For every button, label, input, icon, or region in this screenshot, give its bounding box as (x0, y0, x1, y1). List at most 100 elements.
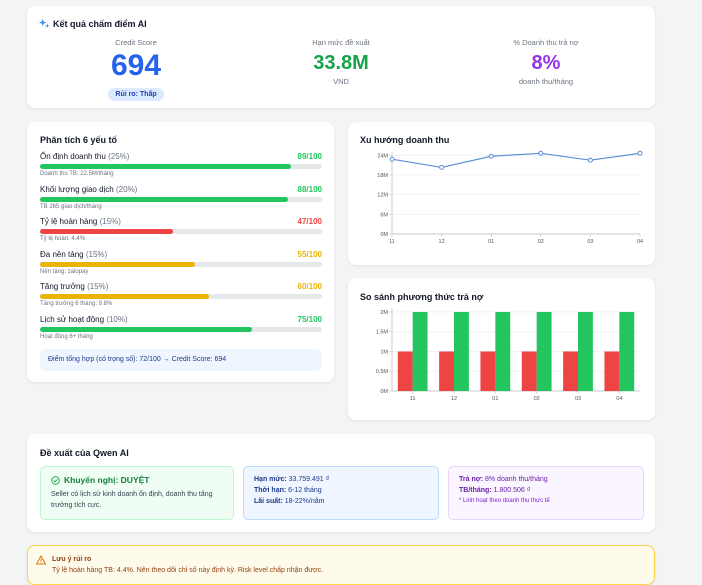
factor-score: 89/100 (297, 152, 322, 161)
y-tick-label: 12M (377, 193, 388, 199)
y-tick-label: 24M (377, 153, 388, 159)
card-title: Phân tích 6 yếu tố (40, 135, 118, 145)
risk-pill: Rủi ro: Thấp (108, 88, 164, 101)
factor-bar (40, 326, 252, 332)
point (439, 164, 445, 170)
factor-bar (40, 196, 289, 202)
point (488, 153, 494, 159)
warning-title: Lưu ý rủi ro (52, 556, 92, 563)
term-label: Hạn mức: (254, 476, 287, 483)
x-tick-label: 12 (439, 239, 445, 245)
factor-detail: Hoạt động 6+ tháng (40, 333, 93, 340)
term-value: 8% doanh thu/tháng (485, 476, 548, 483)
x-tick-label: 01 (488, 239, 494, 245)
bar (454, 311, 469, 391)
factor-track (40, 261, 322, 267)
term-value: 18-22%/năm (284, 497, 325, 505)
sparkle-icon (39, 18, 50, 29)
factor-track (40, 229, 322, 234)
metric: Hạn mức đề xuất 33.8M VND (241, 38, 441, 86)
factor-score: 88/100 (297, 184, 322, 194)
term-value: 6-12 tháng (288, 486, 322, 494)
chart: 0M 0.5M 1M 1.5M 2M 11 12 01 02 03 04 (376, 308, 640, 402)
term-row: TB/tháng: 1.800.506 ₫ (459, 486, 633, 497)
factor-detail: Tỷ lệ hoàn: 4.4% (40, 236, 86, 242)
y-tick-label: 1.5M (376, 330, 389, 336)
term-label: Lãi suất: (254, 497, 283, 505)
factor-name: Tăng trưởng (40, 282, 85, 291)
factor-name: Đa nền tảng (40, 249, 84, 259)
factors-card: Phân tích 6 yếu tố Điểm tổng hợp (có trọ… (27, 122, 334, 382)
term-row: Thời hạn: 6-12 tháng (254, 486, 428, 497)
chart-title: Xu hướng doanh thu (360, 135, 450, 145)
metric-note: doanh thu/tháng (518, 77, 574, 86)
bar (521, 351, 537, 391)
decision-box: Khuyến nghị: DUYỆT Seller có lịch sử kin… (40, 466, 234, 520)
term-row: Trả nợ: 8% doanh thu/tháng (459, 475, 633, 486)
repayment-box: Trả nợ: 8% doanh thu/tháng TB/tháng: 1.80… (448, 466, 644, 520)
factor-weight: (15%) (85, 249, 108, 259)
check-icon (51, 475, 60, 485)
repayment-note: * Linh hoạt theo doanh thu thực tế (459, 497, 550, 504)
term-value: 33.759.491 ₫ (288, 476, 330, 483)
x-tick-label: 03 (575, 396, 581, 402)
x-tick-label: 12 (451, 396, 457, 402)
decision-text: Seller có lịch sử kinh doanh ổn định, do… (51, 491, 213, 509)
page: Kết quả chấm điểm AI Credit Score 694 Rủi … (27, 6, 655, 585)
factor-weight: (10%) (106, 314, 128, 324)
term-row: Lãi suất: 18-22%/năm (254, 497, 428, 508)
bar (619, 311, 635, 391)
factor-score: 47/100 (297, 217, 322, 226)
factor-label: Lịch sử hoạt động (10%) (40, 315, 128, 324)
factor-weight: (25%) (108, 152, 130, 161)
line (391, 152, 641, 169)
summary: Điểm tổng hợp (có trọng số): 72/100 → Cr… (40, 349, 322, 371)
x-tick-label: 01 (492, 396, 498, 402)
chart-card: So sánh phương thức trả nợ 0M 0.5M 1M 1.5M 2… (348, 278, 655, 420)
bar (439, 351, 454, 391)
point (587, 157, 593, 163)
card-title: Kết quả chấm điểm AI (53, 19, 147, 29)
factor-name: Lịch sử hoạt động (40, 314, 105, 324)
factor-detail: Tăng trưởng 6 tháng: 9.8% (40, 301, 113, 307)
factor-detail: TB 265 giao dịch/tháng (40, 203, 102, 210)
factor-name: Khối lượng giao dịch (40, 184, 114, 194)
metric: % Doanh thu trả nợ 8% doanh thu/tháng (446, 38, 646, 86)
chart-card: Xu hướng doanh thu 0M 6M 12M 18M 24M 11 12 01 02… (348, 122, 655, 265)
factor-weight: (15%) (99, 217, 121, 226)
factor-score: 75/100 (297, 314, 322, 324)
bar (480, 351, 496, 391)
y-tick-label: 18M (377, 173, 388, 179)
factor-track (40, 294, 322, 299)
x-tick-label: 11 (389, 239, 395, 245)
terms-box: Hạn mức: 33.759.491 ₫ Thời hạn: 6-12 thán… (243, 466, 439, 520)
point (637, 150, 643, 156)
bar (397, 351, 413, 391)
term-value: 1.800.506 ₫ (493, 486, 531, 494)
term-label: Trả nợ: (459, 476, 484, 483)
x-tick-label: 03 (587, 239, 593, 245)
point (389, 156, 395, 162)
warning-box: Lưu ý rủi ro Tỷ lệ hoàn hàng TB: 4.4%. N… (27, 545, 655, 585)
bar (563, 351, 578, 391)
bar (495, 311, 511, 391)
factor-track (40, 196, 322, 202)
factor-name: Ổn định doanh thu (40, 152, 106, 161)
factor-bar (40, 294, 210, 299)
metric-note: VND (333, 77, 349, 86)
y-tick-label: 2M (380, 310, 388, 316)
score-card: Kết quả chấm điểm AI Credit Score 694 Rủi … (27, 6, 655, 108)
metric: Credit Score 694 Rủi ro: Thấp (36, 38, 236, 101)
x-tick-label: 11 (410, 396, 416, 402)
y-tick-label: 0M (380, 389, 388, 395)
factor-bar (40, 229, 173, 234)
factor-label: Tăng trưởng (15%) (40, 282, 108, 291)
factor-label: Đa nền tảng (15%) (40, 250, 107, 259)
factor-name: Tỷ lệ hoàn hàng (40, 217, 98, 226)
card-title: Đề xuất của Qwen AI (40, 448, 129, 458)
y-tick-label: 0.5M (376, 369, 389, 375)
metric-label: Credit Score (115, 38, 157, 47)
metric-label: % Doanh thu trả nợ (513, 38, 579, 47)
factor-weight: (15%) (87, 282, 109, 291)
factor-score: 55/100 (297, 249, 322, 259)
